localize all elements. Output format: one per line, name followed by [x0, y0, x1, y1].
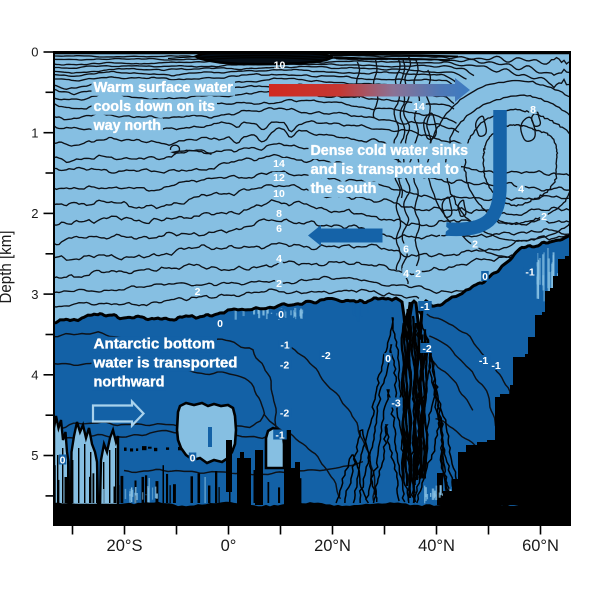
- svg-text:Antarctic bottom: Antarctic bottom: [94, 337, 216, 353]
- svg-text:12: 12: [273, 172, 285, 184]
- svg-text:2: 2: [472, 238, 478, 250]
- svg-text:Warm surface water: Warm surface water: [94, 80, 234, 96]
- svg-text:-3: -3: [391, 397, 400, 409]
- svg-text:Depth [km]: Depth [km]: [0, 231, 15, 304]
- svg-text:way north: way north: [93, 118, 162, 134]
- svg-text:6: 6: [403, 243, 409, 255]
- svg-text:4: 4: [518, 183, 524, 195]
- svg-text:-2: -2: [280, 359, 289, 371]
- svg-text:4: 4: [403, 268, 409, 280]
- svg-text:-2: -2: [422, 343, 431, 355]
- svg-text:-1: -1: [491, 360, 500, 372]
- svg-text:cools down on its: cools down on its: [94, 99, 216, 115]
- svg-text:2: 2: [195, 286, 201, 298]
- svg-text:0°: 0°: [221, 537, 237, 555]
- svg-text:and is transported to: and is transported to: [311, 162, 460, 178]
- svg-text:-2: -2: [321, 350, 330, 362]
- svg-text:0: 0: [482, 271, 488, 283]
- svg-text:0: 0: [217, 318, 223, 330]
- svg-text:the south: the south: [311, 181, 377, 197]
- svg-text:0: 0: [60, 454, 66, 466]
- svg-text:6: 6: [276, 223, 282, 235]
- svg-text:-1: -1: [275, 429, 284, 441]
- svg-text:0: 0: [278, 309, 284, 321]
- svg-text:2: 2: [31, 206, 38, 221]
- svg-text:-1: -1: [280, 339, 289, 351]
- svg-text:60°N: 60°N: [522, 537, 559, 555]
- svg-text:14: 14: [413, 101, 425, 113]
- svg-text:2: 2: [415, 268, 421, 280]
- svg-text:Dense cold water sinks: Dense cold water sinks: [311, 143, 469, 159]
- svg-text:20°N: 20°N: [314, 537, 351, 555]
- svg-text:2: 2: [276, 278, 282, 290]
- svg-text:8: 8: [530, 104, 536, 116]
- svg-text:3: 3: [31, 287, 38, 302]
- svg-text:5: 5: [31, 448, 38, 463]
- svg-text:2: 2: [541, 211, 547, 223]
- svg-text:8: 8: [276, 208, 282, 220]
- svg-text:northward: northward: [94, 375, 165, 391]
- svg-text:0: 0: [190, 452, 196, 464]
- svg-text:10: 10: [274, 59, 286, 71]
- svg-text:1: 1: [31, 125, 38, 140]
- svg-text:10: 10: [273, 188, 285, 200]
- svg-text:-1: -1: [479, 355, 488, 367]
- svg-text:0: 0: [31, 45, 38, 60]
- svg-text:14: 14: [273, 158, 285, 170]
- svg-text:0: 0: [385, 353, 391, 365]
- svg-text:4: 4: [31, 368, 38, 383]
- svg-text:4: 4: [276, 253, 282, 265]
- svg-text:-1: -1: [525, 266, 534, 278]
- svg-text:40°N: 40°N: [418, 537, 455, 555]
- svg-text:20°S: 20°S: [107, 537, 143, 555]
- svg-text:water is transported: water is transported: [92, 356, 237, 372]
- svg-text:-2: -2: [280, 407, 289, 419]
- svg-text:-1: -1: [420, 301, 429, 313]
